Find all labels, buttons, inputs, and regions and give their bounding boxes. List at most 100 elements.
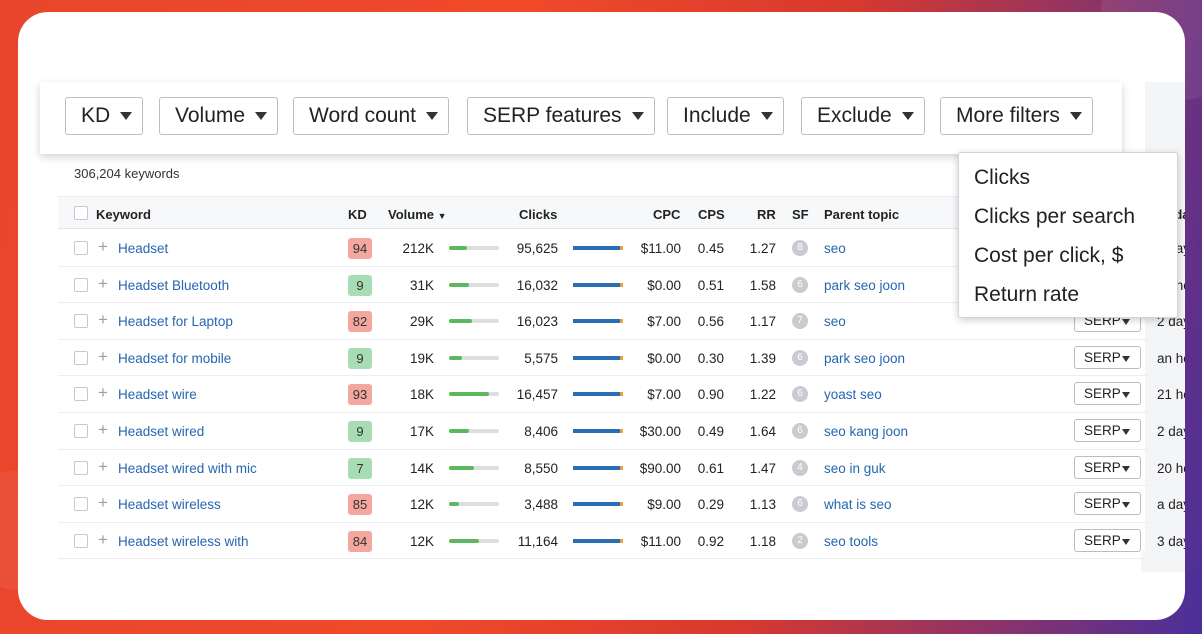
parent-topic-link[interactable]: seo [824,314,846,330]
col-keyword[interactable]: Keyword [96,207,151,222]
row-checkbox[interactable] [74,350,88,365]
sf-badge[interactable]: 7 [792,313,808,330]
keyword-link[interactable]: Headset for mobile [118,350,232,366]
parent-topic-link[interactable]: seo [824,241,846,256]
caret-down-icon [1122,392,1130,399]
row-checkbox[interactable] [74,424,88,438]
volume-bar [449,282,499,287]
col-cpc[interactable]: CPC [653,207,681,222]
serp-features-filter-button[interactable]: SERP features [467,97,655,135]
table-row: + Headset wired with mic 7 14K 8,550 $90.00 0.… [58,450,1185,487]
kd-badge: 84 [348,530,372,552]
caret-down-icon [1122,465,1130,472]
plus-icon[interactable]: + [98,273,108,293]
row-checkbox[interactable] [74,314,88,329]
sf-badge[interactable]: 6 [792,386,808,403]
parent-topic-link[interactable]: yoast seo [824,387,882,403]
sf-badge[interactable]: 6 [792,496,808,513]
caret-down-icon [1122,538,1130,545]
plus-icon[interactable]: + [98,237,108,256]
cps-value: 0.56 [697,314,724,330]
serp-button[interactable]: SERP [1074,492,1141,516]
clicks-bar [573,429,623,433]
menu-item-return-rate[interactable]: Return rate [974,283,1080,306]
volume-bar [449,538,499,543]
col-rr[interactable]: RR [757,207,776,222]
volume-filter-button[interactable]: Volume [159,97,279,135]
col-kd[interactable]: KD [348,207,367,222]
sf-badge[interactable]: 6 [792,349,808,366]
parent-topic-link[interactable]: what is seo [824,497,892,513]
menu-item-clicks-per-search[interactable]: Clicks per search [974,205,1136,228]
menu-item-cost-per-click[interactable]: Cost per click, $ [974,244,1124,267]
plus-icon[interactable]: + [98,493,108,513]
serp-button[interactable]: SERP [1074,455,1141,479]
row-checkbox[interactable] [74,460,88,475]
row-checkbox[interactable] [74,277,88,292]
plus-icon[interactable]: + [98,529,108,549]
plus-icon[interactable]: + [98,456,108,476]
sf-badge[interactable]: 4 [792,459,808,476]
parent-topic-link[interactable]: seo in guk [824,460,886,476]
sf-badge[interactable]: 6 [792,276,808,293]
caret-down-icon [631,112,644,120]
keyword-count: 306,204 keywords [74,166,180,181]
cps-value: 0.45 [697,241,724,256]
row-checkbox[interactable] [74,241,88,255]
kd-filter-button[interactable]: KD [65,97,144,135]
kd-badge: 93 [348,384,372,406]
include-filter-button[interactable]: Include [667,97,784,135]
plus-icon[interactable]: + [98,346,108,366]
cpc-value: $0.00 [647,277,681,293]
col-sf[interactable]: SF [792,207,809,222]
sf-badge[interactable]: 8 [792,240,808,256]
keyword-link[interactable]: Headset wired [118,424,205,439]
volume-value: 212K [402,241,434,256]
cpc-value: $11.00 [640,533,681,549]
plus-icon[interactable]: + [98,310,108,330]
serp-button[interactable]: SERP [1074,382,1141,406]
volume-bar [449,246,499,250]
row-checkbox[interactable] [74,497,88,512]
keyword-link[interactable]: Headset Bluetooth [118,277,230,293]
rr-value: 1.39 [749,350,776,366]
exclude-filter-button[interactable]: Exclude [801,97,925,135]
cps-value: 0.61 [697,460,724,476]
row-checkbox[interactable] [74,533,88,548]
rr-value: 1.17 [749,314,776,330]
select-all-checkbox[interactable] [74,206,88,220]
menu-item-clicks[interactable]: Clicks [974,166,1030,189]
col-volume[interactable]: Volume ▼ [388,207,447,222]
keyword-link[interactable]: Headset wire [118,387,197,403]
sf-badge[interactable]: 2 [792,532,808,549]
word-count-filter-button[interactable]: Word count [293,97,449,135]
caret-down-icon [1122,355,1130,362]
keyword-link[interactable]: Headset wireless [118,497,221,513]
col-parent-topic[interactable]: Parent topic [824,207,900,222]
keyword-link[interactable]: Headset wired with mic [118,460,257,476]
sf-badge[interactable]: 6 [792,423,808,439]
row-checkbox[interactable] [74,387,88,402]
keyword-link[interactable]: Headset wireless with [118,533,249,549]
parent-topic-link[interactable]: park seo joon [824,350,906,366]
serp-button[interactable]: SERP [1074,419,1141,442]
parent-topic-link[interactable]: seo kang joon [824,424,909,439]
cps-value: 0.90 [697,387,724,403]
parent-topic-link[interactable]: seo tools [824,533,879,549]
clicks-bar [573,282,623,287]
cpc-value: $7.00 [647,387,681,403]
caret-down-icon [1069,112,1082,120]
keyword-link[interactable]: Headset [118,241,169,256]
serp-button[interactable]: SERP [1074,528,1141,552]
clicks-bar [573,538,623,543]
volume-value: 17K [409,424,434,439]
volume-value: 14K [409,460,434,476]
plus-icon[interactable]: + [98,383,108,403]
parent-topic-link[interactable]: park seo joon [824,277,906,293]
keyword-link[interactable]: Headset for Laptop [118,314,233,330]
plus-icon[interactable]: + [98,420,108,439]
more-filters-button[interactable]: More filters [940,97,1093,135]
col-cps[interactable]: CPS [698,207,725,222]
col-clicks[interactable]: Clicks [519,207,558,222]
serp-button[interactable]: SERP [1074,345,1141,369]
